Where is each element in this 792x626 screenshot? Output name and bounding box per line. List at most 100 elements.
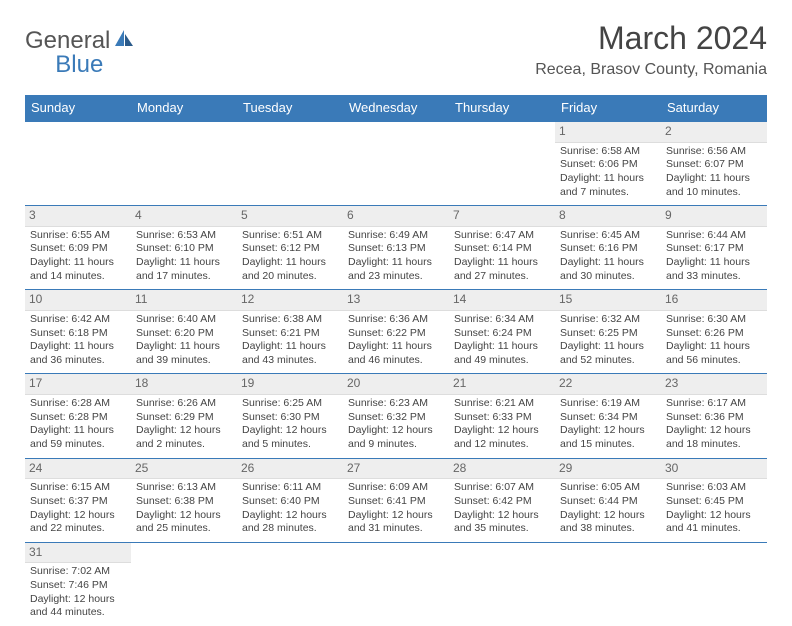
calendar-cell: 10Sunrise: 6:42 AMSunset: 6:18 PMDayligh… xyxy=(25,290,131,374)
calendar-cell: 21Sunrise: 6:21 AMSunset: 6:33 PMDayligh… xyxy=(449,374,555,458)
day-info: Sunrise: 6:13 AMSunset: 6:38 PMDaylight:… xyxy=(136,481,232,536)
calendar-cell xyxy=(449,542,555,626)
logo: General GenBlue xyxy=(25,28,135,77)
day-info: Sunrise: 6:09 AMSunset: 6:41 PMDaylight:… xyxy=(348,481,444,536)
calendar-cell: 27Sunrise: 6:09 AMSunset: 6:41 PMDayligh… xyxy=(343,458,449,542)
day-info: Sunrise: 6:58 AMSunset: 6:06 PMDaylight:… xyxy=(560,145,656,200)
weekday-header: Friday xyxy=(555,95,661,121)
day-number: 22 xyxy=(555,374,661,395)
weekday-header: Saturday xyxy=(661,95,767,121)
day-number: 17 xyxy=(25,374,131,395)
day-info: Sunrise: 6:45 AMSunset: 6:16 PMDaylight:… xyxy=(560,229,656,284)
calendar-cell xyxy=(237,121,343,206)
day-number: 30 xyxy=(661,459,767,480)
month-title: March 2024 xyxy=(535,20,767,57)
calendar-cell: 16Sunrise: 6:30 AMSunset: 6:26 PMDayligh… xyxy=(661,290,767,374)
calendar-cell xyxy=(343,121,449,206)
day-number: 11 xyxy=(131,290,237,311)
day-info: Sunrise: 6:17 AMSunset: 6:36 PMDaylight:… xyxy=(666,397,762,452)
day-number: 27 xyxy=(343,459,449,480)
day-number: 4 xyxy=(131,206,237,227)
calendar-cell: 30Sunrise: 6:03 AMSunset: 6:45 PMDayligh… xyxy=(661,458,767,542)
day-number: 20 xyxy=(343,374,449,395)
day-number: 19 xyxy=(237,374,343,395)
day-number: 2 xyxy=(661,122,767,143)
calendar-cell: 4Sunrise: 6:53 AMSunset: 6:10 PMDaylight… xyxy=(131,206,237,290)
day-info: Sunrise: 6:11 AMSunset: 6:40 PMDaylight:… xyxy=(242,481,338,536)
calendar-table: SundayMondayTuesdayWednesdayThursdayFrid… xyxy=(25,95,767,626)
day-number: 5 xyxy=(237,206,343,227)
day-number: 31 xyxy=(25,543,131,564)
logo-main: General xyxy=(25,27,110,54)
day-number: 9 xyxy=(661,206,767,227)
title-block: March 2024 Recea, Brasov County, Romania xyxy=(535,20,767,85)
calendar-cell: 18Sunrise: 6:26 AMSunset: 6:29 PMDayligh… xyxy=(131,374,237,458)
day-number: 14 xyxy=(449,290,555,311)
calendar-cell: 1Sunrise: 6:58 AMSunset: 6:06 PMDaylight… xyxy=(555,121,661,206)
calendar-cell: 3Sunrise: 6:55 AMSunset: 6:09 PMDaylight… xyxy=(25,206,131,290)
day-info: Sunrise: 6:47 AMSunset: 6:14 PMDaylight:… xyxy=(454,229,550,284)
day-number: 24 xyxy=(25,459,131,480)
weekday-header: Thursday xyxy=(449,95,555,121)
day-info: Sunrise: 6:51 AMSunset: 6:12 PMDaylight:… xyxy=(242,229,338,284)
calendar-cell xyxy=(555,542,661,626)
day-info: Sunrise: 6:26 AMSunset: 6:29 PMDaylight:… xyxy=(136,397,232,452)
day-info: Sunrise: 6:15 AMSunset: 6:37 PMDaylight:… xyxy=(30,481,126,536)
calendar-cell: 24Sunrise: 6:15 AMSunset: 6:37 PMDayligh… xyxy=(25,458,131,542)
day-number: 7 xyxy=(449,206,555,227)
calendar-cell: 29Sunrise: 6:05 AMSunset: 6:44 PMDayligh… xyxy=(555,458,661,542)
day-info: Sunrise: 6:53 AMSunset: 6:10 PMDaylight:… xyxy=(136,229,232,284)
calendar-cell: 22Sunrise: 6:19 AMSunset: 6:34 PMDayligh… xyxy=(555,374,661,458)
sail-icon xyxy=(113,28,135,48)
calendar-cell: 12Sunrise: 6:38 AMSunset: 6:21 PMDayligh… xyxy=(237,290,343,374)
calendar-cell: 5Sunrise: 6:51 AMSunset: 6:12 PMDaylight… xyxy=(237,206,343,290)
day-number: 1 xyxy=(555,122,661,143)
calendar-cell: 25Sunrise: 6:13 AMSunset: 6:38 PMDayligh… xyxy=(131,458,237,542)
day-info: Sunrise: 6:38 AMSunset: 6:21 PMDaylight:… xyxy=(242,313,338,368)
day-number: 23 xyxy=(661,374,767,395)
calendar-cell xyxy=(25,121,131,206)
calendar-cell: 15Sunrise: 6:32 AMSunset: 6:25 PMDayligh… xyxy=(555,290,661,374)
weekday-header: Monday xyxy=(131,95,237,121)
day-info: Sunrise: 6:36 AMSunset: 6:22 PMDaylight:… xyxy=(348,313,444,368)
day-info: Sunrise: 6:25 AMSunset: 6:30 PMDaylight:… xyxy=(242,397,338,452)
day-info: Sunrise: 6:40 AMSunset: 6:20 PMDaylight:… xyxy=(136,313,232,368)
header: General GenBlue March 2024 Recea, Brasov… xyxy=(25,20,767,85)
logo-sub: Blue xyxy=(55,51,103,78)
day-number: 13 xyxy=(343,290,449,311)
calendar-cell xyxy=(449,121,555,206)
calendar-cell xyxy=(131,542,237,626)
calendar-cell: 14Sunrise: 6:34 AMSunset: 6:24 PMDayligh… xyxy=(449,290,555,374)
calendar-cell xyxy=(343,542,449,626)
day-info: Sunrise: 6:49 AMSunset: 6:13 PMDaylight:… xyxy=(348,229,444,284)
day-number: 3 xyxy=(25,206,131,227)
day-number: 15 xyxy=(555,290,661,311)
calendar-cell: 23Sunrise: 6:17 AMSunset: 6:36 PMDayligh… xyxy=(661,374,767,458)
day-number: 12 xyxy=(237,290,343,311)
calendar-cell: 9Sunrise: 6:44 AMSunset: 6:17 PMDaylight… xyxy=(661,206,767,290)
calendar-cell xyxy=(237,542,343,626)
day-number: 6 xyxy=(343,206,449,227)
day-info: Sunrise: 6:34 AMSunset: 6:24 PMDaylight:… xyxy=(454,313,550,368)
day-info: Sunrise: 6:21 AMSunset: 6:33 PMDaylight:… xyxy=(454,397,550,452)
day-info: Sunrise: 6:42 AMSunset: 6:18 PMDaylight:… xyxy=(30,313,126,368)
weekday-header: Sunday xyxy=(25,95,131,121)
calendar-cell xyxy=(131,121,237,206)
weekday-header: Tuesday xyxy=(237,95,343,121)
calendar-cell: 20Sunrise: 6:23 AMSunset: 6:32 PMDayligh… xyxy=(343,374,449,458)
day-number: 29 xyxy=(555,459,661,480)
calendar-cell: 31Sunrise: 7:02 AMSunset: 7:46 PMDayligh… xyxy=(25,542,131,626)
day-number: 18 xyxy=(131,374,237,395)
calendar-cell: 17Sunrise: 6:28 AMSunset: 6:28 PMDayligh… xyxy=(25,374,131,458)
day-info: Sunrise: 6:19 AMSunset: 6:34 PMDaylight:… xyxy=(560,397,656,452)
day-info: Sunrise: 6:23 AMSunset: 6:32 PMDaylight:… xyxy=(348,397,444,452)
day-info: Sunrise: 6:28 AMSunset: 6:28 PMDaylight:… xyxy=(30,397,126,452)
day-number: 26 xyxy=(237,459,343,480)
calendar-cell: 26Sunrise: 6:11 AMSunset: 6:40 PMDayligh… xyxy=(237,458,343,542)
day-info: Sunrise: 6:56 AMSunset: 6:07 PMDaylight:… xyxy=(666,145,762,200)
calendar-cell: 8Sunrise: 6:45 AMSunset: 6:16 PMDaylight… xyxy=(555,206,661,290)
day-number: 8 xyxy=(555,206,661,227)
day-number: 28 xyxy=(449,459,555,480)
day-number: 21 xyxy=(449,374,555,395)
calendar-cell: 11Sunrise: 6:40 AMSunset: 6:20 PMDayligh… xyxy=(131,290,237,374)
